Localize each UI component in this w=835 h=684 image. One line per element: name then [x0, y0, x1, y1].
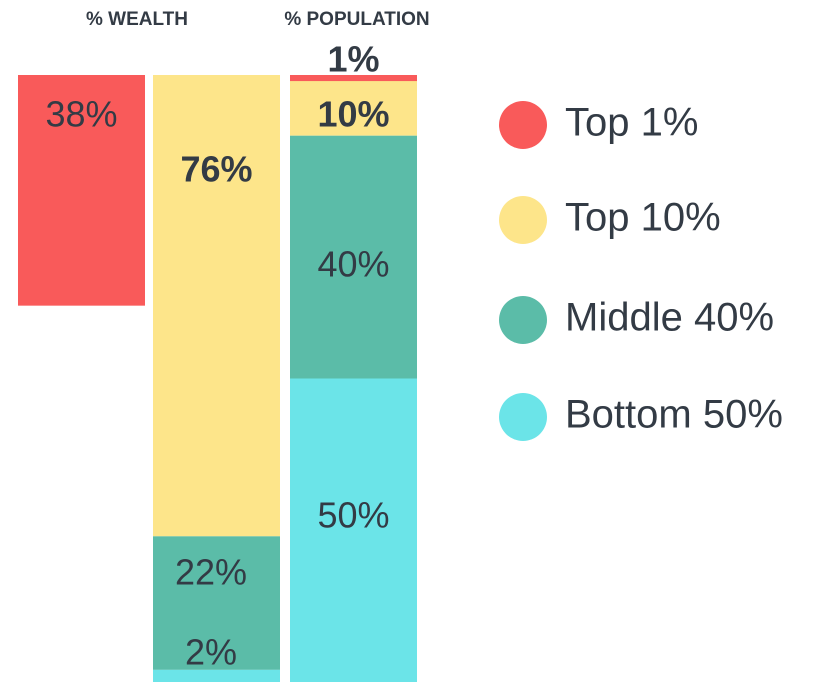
column-header: % POPULATION	[284, 9, 429, 30]
value-label: 38%	[45, 94, 117, 135]
bar-segment	[290, 75, 417, 82]
bar-segment	[290, 75, 417, 136]
value-label: 22%	[175, 552, 247, 593]
bar-segment	[153, 75, 280, 537]
value-label: 2%	[185, 632, 237, 673]
legend-label: Top 1%	[565, 101, 698, 145]
value-label: 1%	[327, 39, 379, 80]
value-label: 76%	[180, 149, 252, 190]
bar-segment	[153, 536, 280, 670]
column-header: % WEALTH	[86, 9, 188, 30]
legend-swatch	[499, 296, 547, 344]
value-label: 40%	[317, 244, 389, 285]
bar-segment	[18, 75, 145, 306]
legend-label: Bottom 50%	[565, 393, 783, 437]
value-label: 50%	[317, 495, 389, 536]
bar-segment	[153, 669, 280, 682]
legend-label: Top 10%	[565, 196, 721, 240]
legend-label: Middle 40%	[565, 296, 774, 340]
legend-swatch	[499, 196, 547, 244]
bar-segment	[290, 378, 417, 682]
legend-swatch	[499, 393, 547, 441]
value-label: 10%	[317, 94, 389, 135]
legend-swatch	[499, 101, 547, 149]
bar-segment	[290, 135, 417, 379]
